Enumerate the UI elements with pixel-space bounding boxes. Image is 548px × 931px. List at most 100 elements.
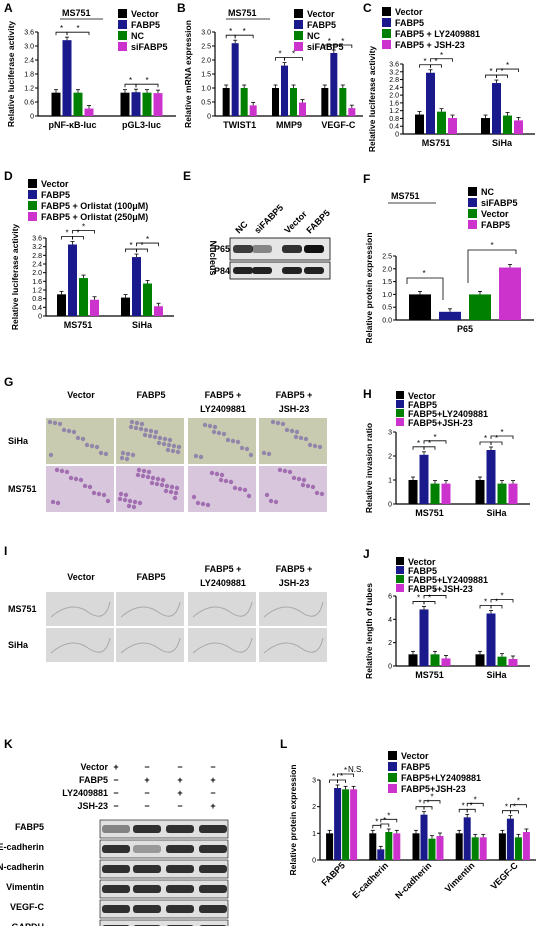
- bar: [419, 454, 429, 504]
- column-label: LY2409881: [200, 404, 246, 414]
- sig-star: *: [129, 241, 132, 250]
- chart-B: 0 0.5 1.0 1.5 2.0 2.5 3.0 Relative mRNA express…: [183, 20, 363, 130]
- chart-title: MS751: [62, 8, 91, 18]
- bar: [299, 102, 306, 116]
- treatment-sign: +: [144, 775, 149, 785]
- sig-star: *: [82, 223, 85, 232]
- sig-star: *: [484, 434, 487, 443]
- legend-entry: NC: [481, 187, 494, 197]
- category-label: MMP9: [276, 120, 302, 130]
- column-label: FABP5 +: [205, 390, 242, 400]
- sig-star: *: [495, 434, 498, 443]
- bar: [508, 483, 518, 504]
- bar: [57, 294, 66, 316]
- y-tick-label: 2.8: [32, 253, 42, 260]
- protein-label: VEGF-C: [10, 902, 45, 912]
- micrograph: [188, 418, 256, 464]
- blot-box-p65: [229, 237, 331, 261]
- cell: [294, 429, 300, 435]
- column-label: FABP5: [136, 390, 165, 400]
- treatment-sign: −: [113, 775, 118, 785]
- treatment-label: Vector: [80, 762, 108, 772]
- cell: [242, 487, 248, 493]
- y-tick-label: 6: [388, 594, 392, 601]
- tube: [263, 637, 324, 654]
- band: [282, 245, 302, 253]
- legend-swatch: [28, 201, 37, 210]
- band: [166, 865, 194, 873]
- legend-entry: Vector: [401, 751, 429, 761]
- cell: [154, 481, 160, 487]
- cell: [175, 449, 181, 455]
- cell: [132, 499, 138, 505]
- cell: [139, 421, 145, 427]
- cell: [212, 424, 218, 430]
- western-blot-K: Vector + − − −FABP5− + + +LY2409881− − + −JSH-23− −…: [0, 762, 229, 931]
- legend-entry: Vector: [41, 179, 69, 189]
- legend-swatch: [396, 584, 404, 592]
- bar: [481, 118, 490, 134]
- y-tick-label: 2.5: [382, 254, 392, 261]
- bar: [426, 72, 435, 134]
- band: [133, 865, 161, 873]
- bar: [441, 658, 451, 666]
- band: [233, 245, 253, 253]
- treatment-sign: +: [210, 775, 215, 785]
- legend-entry: FABP5: [408, 566, 437, 576]
- cell: [50, 499, 56, 505]
- chart-F: 0.0 0.5 1.0 1.5 2.0 2.5 Relative protein expre…: [364, 232, 534, 344]
- bar: [455, 833, 463, 860]
- cell: [91, 490, 97, 496]
- y-tick-label: 3: [312, 778, 316, 785]
- legend-swatch: [28, 179, 37, 188]
- legend-swatch: [396, 409, 404, 417]
- cell: [193, 453, 199, 459]
- y-tick-label: 2: [388, 640, 392, 647]
- bar: [154, 306, 163, 316]
- sig-bracket: [490, 435, 514, 439]
- sig-bracket: [423, 440, 447, 444]
- legend-swatch: [382, 29, 391, 38]
- legend-swatch: [294, 31, 303, 40]
- row-label: SiHa: [8, 640, 29, 650]
- bar: [498, 833, 506, 860]
- sig-bracket: [136, 248, 148, 253]
- sig-star: *: [387, 811, 390, 820]
- y-tick-label: 2.4: [389, 85, 399, 92]
- cell: [303, 436, 309, 442]
- sig-bracket: [66, 31, 90, 36]
- lane-label: siFABP5: [252, 203, 285, 236]
- legend-entry: Vector: [131, 9, 159, 19]
- y-tick-label: 0.5: [201, 100, 211, 107]
- y-tick-label: 0.5: [382, 305, 392, 312]
- sig-star: *: [433, 433, 436, 442]
- y-tick-label: 2.8: [389, 77, 399, 84]
- category-label: MS751: [415, 508, 444, 518]
- bar: [120, 92, 130, 116]
- cell: [122, 497, 128, 503]
- legend-swatch: [388, 751, 397, 760]
- bar: [369, 833, 377, 860]
- cell: [147, 433, 153, 439]
- legend-entry: FABP5: [408, 400, 437, 410]
- y-tick-label: 0: [38, 314, 42, 321]
- cell: [149, 480, 155, 486]
- cell: [124, 456, 130, 462]
- category-label: SiHa: [486, 508, 507, 518]
- micrograph: [46, 628, 114, 662]
- bar: [290, 88, 297, 116]
- legend-swatch: [382, 40, 391, 49]
- protein-label: Vimentin: [6, 882, 44, 892]
- cell: [152, 434, 158, 440]
- cell: [80, 436, 86, 442]
- band: [304, 267, 324, 274]
- micrograph: [188, 592, 256, 626]
- cell: [55, 500, 61, 506]
- column-label: FABP5 +: [276, 564, 313, 574]
- band: [233, 267, 253, 274]
- cell: [216, 430, 222, 436]
- treatment-label: JSH-23: [77, 801, 108, 811]
- cell: [270, 419, 276, 425]
